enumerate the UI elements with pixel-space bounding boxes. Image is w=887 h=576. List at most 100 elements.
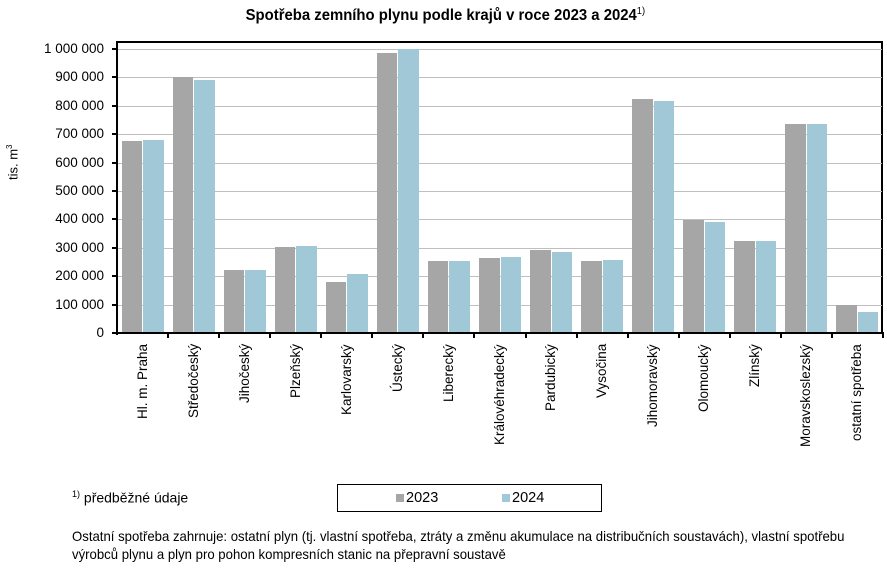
x-tick-label: Vysočina (594, 343, 610, 398)
x-tick-mark (524, 333, 527, 338)
y-tick-mark (112, 304, 117, 306)
y-tick-label: 300 000 (55, 239, 104, 255)
x-tick-label: Moravskoslezský (798, 344, 814, 447)
y-tick-label: 0 (96, 325, 104, 340)
gridline (118, 77, 882, 78)
y-tick-label: 600 000 (55, 154, 104, 170)
y-tick-mark (112, 76, 117, 78)
x-axis-line (116, 332, 884, 334)
x-tick-mark (422, 333, 425, 338)
title-footnote-marker: 1) (636, 6, 646, 17)
y-tick-mark (112, 275, 117, 277)
bar-2023 (376, 52, 398, 333)
x-tick-mark (218, 333, 221, 338)
x-tick-label: Středočeský (185, 343, 201, 418)
chart-note: Ostatní spotřeba zahrnuje: ostatní plyn … (72, 528, 845, 562)
x-tick-label: Olomoucký (696, 344, 712, 412)
legend-swatch-2024 (502, 494, 510, 502)
x-tick-label: Plzeňský (287, 343, 303, 398)
bar-2024 (806, 124, 828, 333)
y-tick-label: 100 000 (55, 296, 104, 312)
gridline (118, 219, 882, 220)
x-tick-mark (779, 333, 782, 338)
legend-swatch-2023 (396, 494, 404, 502)
legend-item-2024: 2024 (502, 490, 544, 506)
y-axis-label-sup: 3 (5, 144, 14, 149)
bar-2023 (683, 220, 704, 333)
y-tick-mark (112, 133, 117, 135)
y-tick-mark (112, 218, 117, 220)
x-tick-mark (677, 333, 680, 338)
gridline (118, 106, 882, 107)
x-tick-label: ostatní spotřeba (849, 344, 865, 441)
x-tick-mark (371, 333, 374, 338)
gridline (118, 276, 882, 277)
bar-2023 (274, 246, 296, 333)
footnote-marker: 1) (72, 489, 81, 499)
bar-2024 (653, 101, 675, 333)
bar-2024 (143, 140, 164, 333)
chart-title-text: Spotřeba zemního plynu podle krajů v roc… (245, 7, 637, 24)
x-tick-label: Hl. m. Praha (134, 343, 150, 419)
y-tick-mark (112, 48, 117, 50)
x-tick-label: Karlovarský (338, 344, 354, 415)
gridline (118, 191, 882, 192)
y-axis-line (116, 41, 118, 335)
gridline (118, 248, 882, 249)
bar-2023 (427, 260, 449, 333)
x-tick-mark (575, 333, 578, 338)
bar-2023 (581, 260, 602, 333)
bar-2023 (632, 99, 653, 333)
x-tick-label: Královéhradecký (492, 344, 507, 445)
x-tick-label: Zlínský (747, 344, 763, 387)
bar-2023 (479, 257, 500, 333)
x-tick-mark (269, 333, 272, 338)
y-tick-label: 900 000 (55, 69, 104, 85)
x-tick-mark (473, 333, 476, 338)
footnote-text: předběžné údaje (80, 489, 189, 506)
y-tick-mark (112, 332, 117, 334)
bar-2024 (449, 260, 470, 333)
bar-2023 (836, 305, 857, 333)
x-tick-label: Liberecký (440, 344, 456, 402)
bar-2023 (530, 249, 551, 333)
x-tick-label: Jihočeský (236, 343, 252, 403)
x-tick-label: Jihomoravský (645, 344, 661, 427)
legend-label-2024: 2024 (512, 490, 545, 506)
chart-title: Spotřeba zemního plynu podle krajů v roc… (33, 6, 858, 25)
footnote: 1) předběžné údaje (72, 489, 188, 506)
bar-2024 (347, 273, 368, 333)
x-tick-mark (626, 333, 629, 338)
gridline (118, 134, 882, 135)
y-tick-mark (112, 162, 117, 164)
y-tick-label: 200 000 (55, 268, 104, 284)
x-tick-mark (728, 333, 731, 338)
bar-2024 (194, 80, 215, 333)
gridline (118, 163, 882, 164)
gridline (118, 49, 882, 50)
y-tick-label: 800 000 (55, 97, 104, 113)
x-tick-mark (830, 333, 833, 338)
bar-2023 (734, 240, 755, 333)
x-tick-mark (320, 333, 323, 338)
bar-2023 (172, 77, 194, 333)
y-tick-mark (112, 247, 117, 249)
legend-item-2023: 2023 (396, 490, 438, 506)
bar-2024 (398, 49, 419, 333)
x-tick-mark (167, 333, 170, 338)
bar-2023 (223, 269, 245, 333)
x-tick-label: Ústecký (389, 343, 405, 392)
bar-2024 (296, 245, 317, 333)
y-tick-label: 500 000 (55, 183, 104, 198)
y-tick-mark (112, 105, 117, 107)
legend-label-2023: 2023 (406, 490, 439, 506)
gridline (118, 305, 882, 306)
bar-2024 (551, 251, 573, 333)
x-tick-mark (882, 333, 884, 338)
bar-2024 (704, 221, 726, 333)
bar-2024 (755, 240, 777, 333)
legend: 2023 2024 (337, 484, 602, 512)
bar-2024 (602, 259, 624, 333)
x-tick-label: Pardubický (543, 344, 559, 411)
y-tick-mark (112, 190, 117, 192)
